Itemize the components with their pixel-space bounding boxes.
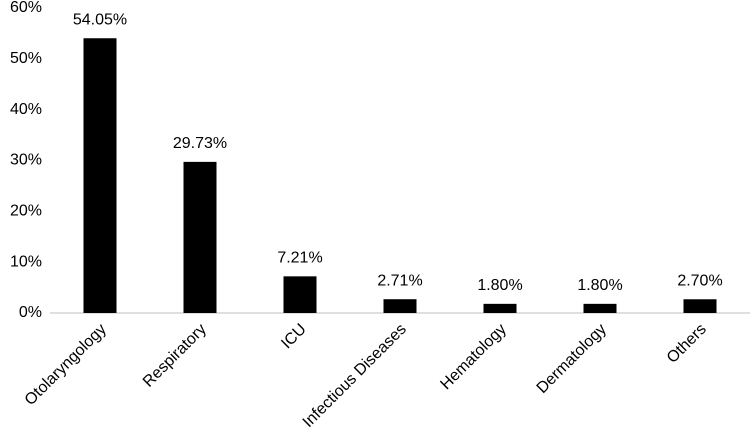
x-tick-label: ICU bbox=[278, 321, 310, 353]
y-tick-label: 40% bbox=[10, 101, 42, 118]
bar bbox=[483, 303, 517, 313]
x-tick-label: Dermatology bbox=[534, 321, 610, 397]
value-label: 29.73% bbox=[173, 135, 227, 152]
y-tick-label: 50% bbox=[10, 50, 42, 67]
bar bbox=[683, 299, 717, 313]
x-tick-label: Otolaryngology bbox=[22, 321, 110, 409]
x-tick-label: Infectious Diseases bbox=[300, 321, 410, 431]
value-label: 1.80% bbox=[577, 277, 622, 294]
x-tick-label: Hematology bbox=[437, 321, 509, 393]
bar bbox=[383, 299, 417, 313]
bar bbox=[183, 161, 217, 313]
x-tick-label: Respiratory bbox=[140, 321, 210, 391]
y-tick-label: 30% bbox=[10, 152, 42, 169]
value-label: 54.05% bbox=[73, 11, 127, 28]
y-tick-label: 0% bbox=[19, 304, 42, 321]
y-tick-label: 10% bbox=[10, 253, 42, 270]
value-label: 2.70% bbox=[677, 272, 722, 289]
y-tick-label: 60% bbox=[10, 0, 42, 16]
value-label: 7.21% bbox=[277, 250, 322, 267]
x-tick-label: Others bbox=[664, 321, 710, 367]
value-label: 1.80% bbox=[477, 277, 522, 294]
bar bbox=[283, 276, 317, 313]
bar bbox=[583, 303, 617, 313]
y-tick-label: 20% bbox=[10, 203, 42, 220]
value-label: 2.71% bbox=[377, 272, 422, 289]
bar bbox=[83, 38, 117, 313]
